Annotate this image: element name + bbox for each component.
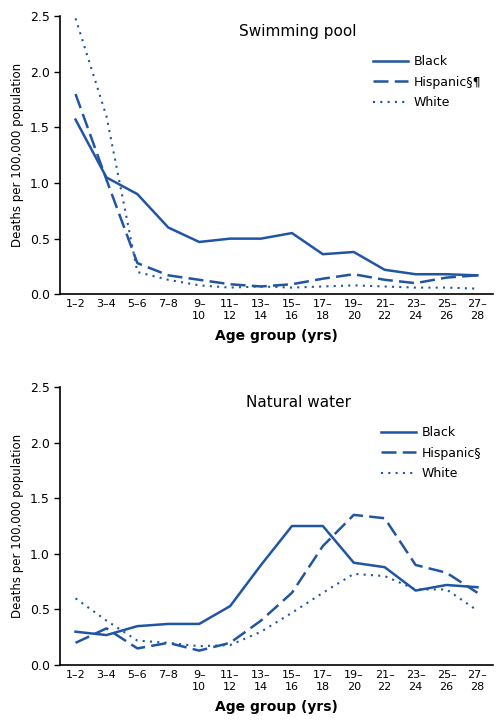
Y-axis label: Deaths per 100,000 population: Deaths per 100,000 population [11,63,24,247]
White [351,570,357,579]
Line: White: White [76,574,477,646]
Black [73,627,79,636]
Black [444,581,450,589]
White [227,283,233,292]
Hispanic§¶ [444,273,450,282]
Black [73,115,79,124]
White [444,585,450,594]
Hispanic§¶ [258,282,264,291]
White [258,282,264,291]
Line: Black: Black [76,120,477,276]
Black [103,173,109,182]
Black [474,271,480,280]
Legend: Black, Hispanic§, White: Black, Hispanic§, White [376,421,487,485]
Black [165,223,171,232]
Black [258,234,264,243]
Line: Hispanic§¶: Hispanic§¶ [76,94,477,286]
Black [196,620,202,629]
White [474,606,480,615]
Black [382,563,388,571]
Hispanic§¶ [73,90,79,99]
White [227,641,233,650]
Hispanic§ [258,616,264,625]
Hispanic§¶ [103,175,109,184]
Hispanic§ [474,589,480,597]
Hispanic§¶ [413,279,419,288]
White [444,283,450,292]
Black [227,234,233,243]
Hispanic§ [73,639,79,647]
Black [258,560,264,569]
Line: Hispanic§: Hispanic§ [76,515,477,650]
Black [289,228,295,237]
Hispanic§ [289,589,295,597]
Black [351,248,357,257]
Black [413,270,419,278]
White [165,276,171,284]
Hispanic§ [413,560,419,569]
White [196,642,202,650]
White [73,14,79,22]
Hispanic§ [135,644,141,652]
Black [196,238,202,247]
Hispanic§¶ [474,271,480,280]
Line: Black: Black [76,526,477,635]
Black [289,522,295,531]
Black [227,602,233,610]
Black [413,587,419,595]
Hispanic§ [196,646,202,655]
White [165,639,171,647]
Hispanic§ [444,568,450,577]
Black [135,622,141,631]
White [73,594,79,602]
Hispanic§ [351,510,357,519]
Hispanic§¶ [289,280,295,289]
Black [320,250,326,259]
Black [165,620,171,629]
Hispanic§¶ [165,271,171,280]
Hispanic§ [103,624,109,633]
White [382,282,388,291]
Hispanic§¶ [382,276,388,284]
White [258,627,264,636]
White [382,572,388,581]
Hispanic§ [382,514,388,523]
White [103,616,109,625]
White [351,281,357,290]
Black [474,583,480,592]
White [196,281,202,290]
Legend: Black, Hispanic§¶, White: Black, Hispanic§¶, White [368,50,487,114]
Black [320,522,326,531]
Hispanic§¶ [196,276,202,284]
Hispanic§¶ [320,274,326,283]
Hispanic§¶ [351,270,357,278]
Hispanic§ [165,639,171,647]
Black [103,631,109,639]
X-axis label: Age group (yrs): Age group (yrs) [215,700,338,714]
X-axis label: Age group (yrs): Age group (yrs) [215,329,338,343]
Hispanic§ [227,639,233,647]
White [135,268,141,276]
Line: White: White [76,18,477,289]
White [413,283,419,292]
White [320,589,326,597]
Y-axis label: Deaths per 100,000 population: Deaths per 100,000 population [11,434,24,618]
Black [351,558,357,567]
Hispanic§ [320,542,326,550]
White [320,282,326,291]
White [289,283,295,292]
Black [382,265,388,274]
White [289,608,295,617]
Hispanic§¶ [227,280,233,289]
White [413,585,419,594]
White [474,284,480,293]
Hispanic§¶ [135,259,141,268]
Black [135,190,141,199]
Text: Natural water: Natural water [245,395,351,410]
White [103,112,109,120]
Text: Swimming pool: Swimming pool [239,25,357,39]
Black [444,270,450,278]
White [135,637,141,645]
